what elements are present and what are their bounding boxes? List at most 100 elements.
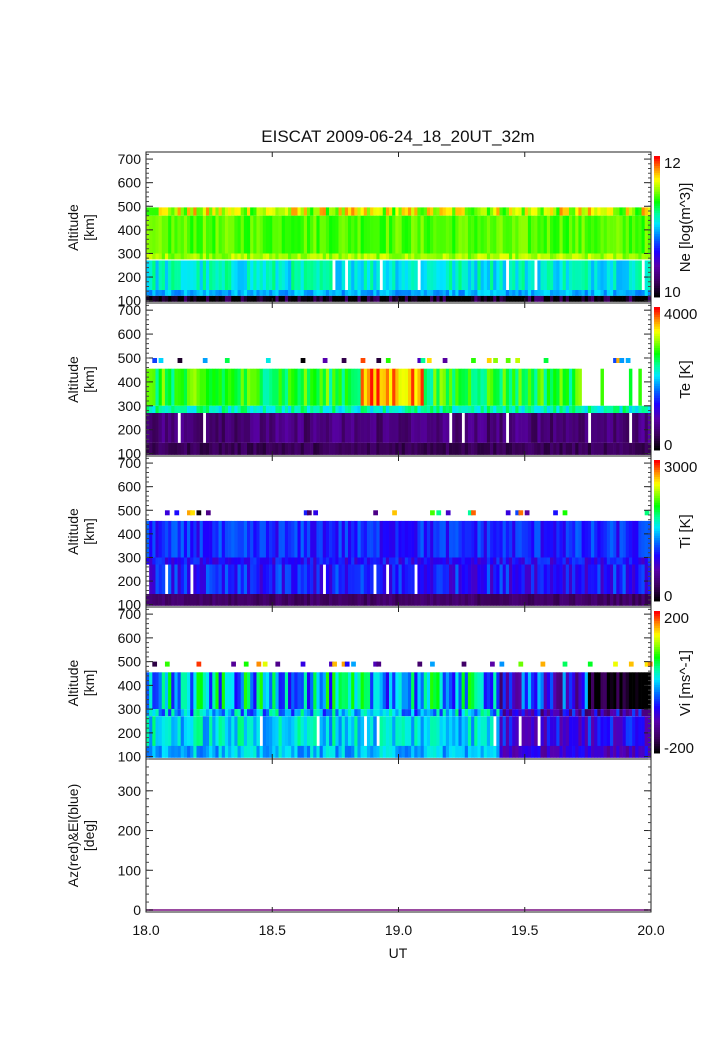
heatmap-cell [262,716,267,746]
heatmap-cell [202,260,207,290]
heatmap-cell [606,207,611,216]
heatmap-cell [464,290,469,296]
heatmap-cell [527,368,532,406]
heatmap-cell [553,594,557,606]
heatmap-cell [325,442,330,455]
heatmap-cell [392,594,396,606]
heatmap-cell [641,413,645,443]
heatmap-cell [218,709,223,717]
heatmap-cell [256,215,260,254]
heatmap-cell [461,260,466,290]
heatmap-cell [284,207,289,216]
heatmap-cell [515,405,519,413]
heatmap-cell [423,672,428,710]
heatmap-cell [348,716,352,746]
heatmap-cell [622,207,627,216]
heatmap-cell [190,405,194,413]
colorbar-segment [654,214,660,218]
heatmap-cell [212,413,216,443]
heatmap-cell [433,295,437,302]
heatmap-cell [269,413,273,443]
heatmap-cell [344,661,350,667]
heatmap-cell [417,442,421,455]
heatmap-cell [164,260,169,290]
heatmap-cell [565,716,570,746]
heatmap-cell [600,207,604,216]
heatmap-cell [319,215,324,254]
heatmap-cell [392,716,396,746]
heatmap-cell [461,745,466,758]
heatmap-cell [572,709,576,717]
heatmap-cell [613,520,617,558]
heatmap-cell [518,368,522,406]
heatmap-cell [297,290,301,296]
heatmap-cell [537,405,541,413]
heatmap-cell [354,368,358,406]
heatmap-cell [253,253,257,260]
heatmap-cell [461,253,466,260]
colorbar-segment [654,318,660,322]
colorbar-segment [654,507,660,510]
y-tick-label: 600 [118,175,142,191]
heatmap-cell [600,290,604,296]
heatmap-cell [215,520,219,558]
heatmap-cell [373,207,377,216]
heatmap-cell [534,716,538,746]
heatmap-cell [300,557,305,565]
heatmap-cell [284,290,289,296]
heatmap-cell [360,442,365,455]
y-tick-label: 400 [118,526,142,542]
colorbar-segment [654,514,660,517]
heatmap-cell [404,413,409,443]
heatmap-cell [581,442,586,455]
heatmap-cell [584,295,589,302]
heatmap-cell [606,745,611,758]
heatmap-cell [609,709,614,717]
heatmap-cell [540,716,544,746]
heatmap-cell [464,594,469,606]
heatmap-cell [568,594,573,606]
heatmap-cell [294,716,298,746]
heatmap-cell [455,295,459,302]
heatmap-cell [467,295,472,302]
heatmap-cell [382,368,387,406]
heatmap-cell [332,709,336,717]
heatmap-cell [622,520,627,558]
heatmap-cell [237,405,241,413]
heatmap-cell [183,295,188,302]
heatmap-cell [508,716,513,746]
heatmap-cell [493,745,497,758]
heatmap-cell [417,215,421,254]
heatmap-cell [581,413,586,443]
heatmap-cell [499,215,503,254]
heatmap-cell [480,672,485,710]
heatmap-cell [550,709,554,717]
heatmap-cell [632,564,636,594]
heatmap-cell [433,716,437,746]
heatmap-cell [398,520,402,558]
heatmap-cell [467,709,472,717]
heatmap-cell [310,716,314,746]
heatmap-cell [341,745,346,758]
heatmap-cell [322,215,327,254]
colorbar-segment [654,481,660,484]
heatmap-cell [600,716,604,746]
heatmap-cell [373,368,377,406]
heatmap-cell [575,207,579,216]
heatmap-cell [575,215,579,254]
heatmap-cell [332,745,336,758]
heatmap-cell [436,564,440,594]
heatmap-cell [281,745,286,758]
heatmap-cell [550,672,554,710]
heatmap-cell [224,672,229,710]
heatmap-cell [398,260,402,290]
heatmap-cell [398,413,402,443]
heatmap-cell [578,253,582,260]
heatmap-cell [190,557,194,565]
heatmap-cell [449,672,453,710]
heatmap-cell [332,290,336,296]
heatmap-cell [363,260,368,290]
colorbar-min-label: -200 [664,740,694,757]
heatmap-cell [243,413,248,443]
